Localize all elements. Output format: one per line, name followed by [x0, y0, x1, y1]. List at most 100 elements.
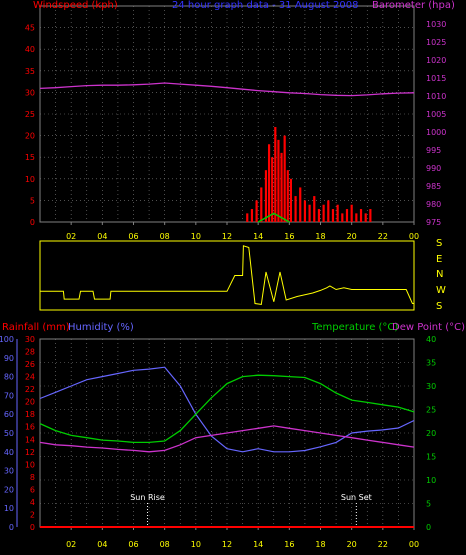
wind-barometer-series [39, 82, 415, 223]
x-tick-label: 18 [315, 232, 325, 241]
x-tick-label: 22 [378, 232, 388, 241]
rainfall-tick-label: 10 [4, 504, 14, 513]
barometer-tick-label: 1000 [426, 128, 446, 137]
rainfall-tick-label: 20 [4, 485, 14, 494]
x-tick-label: 12 [222, 540, 232, 549]
rainfall-axis: 0 10 20 30 40 50 60 70 80 90 100 [0, 335, 18, 532]
x-tick-label: 14 [253, 540, 263, 549]
windspeed-tick-label: 15 [25, 153, 35, 162]
rainfall-tick-label: 40 [4, 448, 14, 457]
barometer-tick-label: 1010 [426, 92, 446, 101]
rainfall-tick-label: 90 [4, 354, 14, 363]
x-tick-label: 20 [347, 540, 357, 549]
humidity-tick-label: 14 [25, 435, 35, 444]
windspeed-axis-label: Windspeed (kph) [33, 0, 118, 11]
windspeed-tick-label: 40 [25, 45, 35, 54]
x-tick-label: 06 [128, 232, 138, 241]
direction-label: W [436, 285, 446, 296]
x-tick-label: 20 [347, 232, 357, 241]
humidity-tick-label: 22 [25, 385, 35, 394]
temperature-tick-label: 35 [426, 359, 436, 368]
barometer-tick-label: 990 [426, 164, 441, 173]
humidity-tick-label: 12 [25, 448, 35, 457]
chart-title: 24 hour graph data - 31 August 2008 [172, 0, 358, 11]
barometer-line [39, 82, 415, 97]
windspeed-axis: 0 5 10 15 20 25 30 35 40 45 [25, 24, 35, 227]
temperature-tick-label: 15 [426, 453, 436, 462]
x-tick-label: 06 [128, 540, 138, 549]
rainfall-tick-label: 60 [4, 410, 14, 419]
sun-marker-label: Sun Rise [130, 493, 165, 502]
x-tick-label: 08 [160, 540, 170, 549]
windspeed-tick-label: 45 [25, 24, 35, 33]
windspeed-tick-label: 30 [25, 88, 35, 97]
barometer-tick-label: 1005 [426, 110, 446, 119]
x-tick-label: 00 [409, 232, 419, 241]
humidity-tick-label: 18 [25, 410, 35, 419]
barometer-tick-label: 975 [426, 218, 441, 227]
windspeed-avg-line [257, 212, 290, 223]
x-tick-label: 04 [97, 540, 107, 549]
temperature-tick-label: 5 [426, 500, 431, 509]
direction-label: E [436, 254, 442, 265]
direction-label: N [436, 269, 443, 280]
temperature-axis-label: Temperature (°C) [311, 322, 398, 333]
humidity-tick-label: 6 [30, 485, 35, 494]
x-tick-label: 02 [66, 540, 76, 549]
barometer-tick-label: 1030 [426, 20, 446, 29]
temperature-tick-label: 30 [426, 382, 436, 391]
humidity-tick-label: 24 [25, 373, 35, 382]
windspeed-tick-label: 25 [25, 110, 35, 119]
x-tick-label: 10 [191, 540, 201, 549]
temp-x-axis: 02 04 06 08 10 12 14 16 18 20 22 00 [66, 527, 419, 549]
humidity-tick-label: 20 [25, 398, 35, 407]
x-tick-label: 08 [160, 232, 170, 241]
x-tick-label: 10 [191, 232, 201, 241]
direction-label: S [436, 238, 442, 249]
humidity-tick-label: 2 [30, 510, 35, 519]
windspeed-tick-label: 5 [30, 196, 35, 205]
x-tick-label: 22 [378, 540, 388, 549]
wind-direction-series [40, 245, 414, 305]
direction-label: S [436, 301, 442, 312]
barometer-axis-label: Barometer (hpa) [372, 0, 455, 11]
windspeed-tick-label: 35 [25, 67, 35, 76]
humidity-axis-label: Humidity (%) [68, 322, 134, 333]
x-tick-label: 12 [222, 232, 232, 241]
temperature-line [39, 374, 415, 444]
barometer-tick-label: 1025 [426, 38, 446, 47]
rainfall-tick-label: 30 [4, 467, 14, 476]
temp-humidity-grid [40, 339, 414, 527]
wind-x-axis: 02 04 06 08 10 12 14 16 18 20 22 00 [66, 222, 419, 241]
barometer-tick-label: 1015 [426, 74, 446, 83]
dewpoint-line [39, 425, 415, 453]
humidity-tick-label: 10 [25, 460, 35, 469]
barometer-tick-label: 1020 [426, 56, 446, 65]
humidity-tick-label: 4 [30, 498, 35, 507]
rainfall-axis-label: Rainfall (mm) [2, 322, 70, 333]
temp-humidity-series [39, 366, 415, 528]
x-tick-label: 18 [315, 540, 325, 549]
humidity-tick-label: 26 [25, 360, 35, 369]
x-tick-label: 16 [284, 232, 294, 241]
temperature-tick-label: 0 [426, 523, 431, 532]
rainfall-tick-label: 70 [4, 391, 14, 400]
humidity-line [39, 366, 415, 453]
humidity-tick-label: 16 [25, 423, 35, 432]
temperature-tick-label: 10 [426, 476, 436, 485]
x-tick-label: 14 [253, 232, 263, 241]
wind-direction-line [40, 245, 414, 305]
sun-marker-label: Sun Set [341, 493, 372, 502]
x-tick-label: 16 [284, 540, 294, 549]
windspeed-tick-label: 20 [25, 132, 35, 141]
windspeed-tick-label: 10 [25, 175, 35, 184]
dewpoint-axis-label: Dew Point (°C) [392, 322, 465, 333]
rainfall-tick-label: 0 [9, 523, 14, 532]
humidity-tick-label: 30 [25, 335, 35, 344]
barometer-tick-label: 985 [426, 182, 441, 191]
humidity-tick-label: 28 [25, 348, 35, 357]
